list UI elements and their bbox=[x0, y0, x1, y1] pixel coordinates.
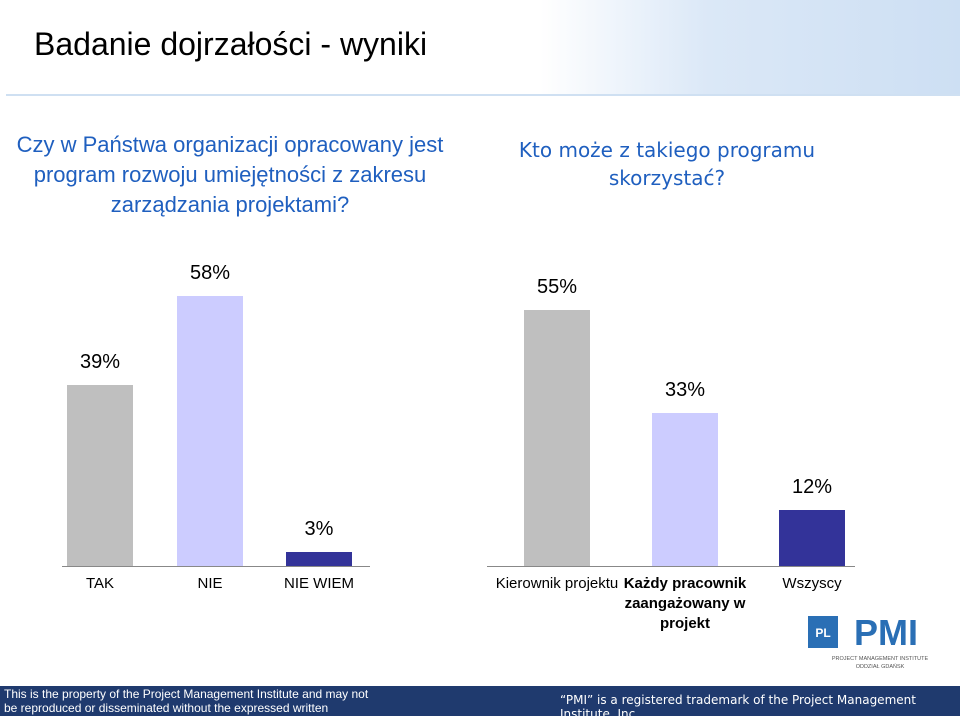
baseline bbox=[62, 566, 370, 567]
baseline bbox=[487, 566, 855, 567]
footer-text: This is the property of the Project Mana… bbox=[4, 687, 369, 716]
logo-badge bbox=[808, 616, 838, 648]
bar bbox=[67, 384, 133, 566]
data-label: 55% bbox=[536, 276, 578, 299]
footer-band bbox=[0, 686, 960, 716]
data-label: 39% bbox=[79, 350, 121, 373]
x-tick-label: TAK bbox=[85, 575, 115, 592]
logo-badge-text: PL bbox=[815, 626, 830, 640]
data-label: 3% bbox=[304, 518, 334, 541]
footer-text: “PMI” is a registered trademark of the P… bbox=[560, 693, 916, 716]
bar bbox=[652, 412, 718, 566]
data-label: 58% bbox=[189, 262, 231, 285]
data-label: 12% bbox=[791, 476, 833, 499]
x-tick-label: NIE bbox=[197, 575, 223, 592]
bar bbox=[286, 552, 352, 566]
x-tick-label: Wszyscy bbox=[782, 575, 842, 592]
logo: PL PMI PROJECT MANAGEMENT INSTITUTE ODDZ… bbox=[808, 614, 929, 670]
logo-line: ODDZIAŁ GDAŃSK bbox=[856, 663, 905, 670]
x-tick-label: Każdy pracownik zaangażowany w projekt bbox=[623, 575, 747, 632]
chart-title: Czy w Państwa organizacji opracowany jes… bbox=[16, 132, 444, 217]
bar bbox=[524, 310, 590, 566]
logo-line: PROJECT MANAGEMENT INSTITUTE bbox=[832, 656, 929, 662]
bar bbox=[779, 510, 845, 566]
logo-name: PMI bbox=[854, 614, 918, 653]
x-tick-label: Kierownik projektu bbox=[495, 575, 619, 592]
x-tick-label: NIE WIEM bbox=[284, 575, 354, 592]
header-rule bbox=[6, 94, 960, 96]
slide-title: Badanie dojrzałości - wyniki bbox=[34, 26, 428, 62]
header-band bbox=[540, 0, 960, 94]
bar bbox=[177, 296, 243, 566]
data-label: 33% bbox=[664, 378, 706, 401]
chart-title: Kto może z takiego programu skorzystać? bbox=[518, 138, 816, 190]
